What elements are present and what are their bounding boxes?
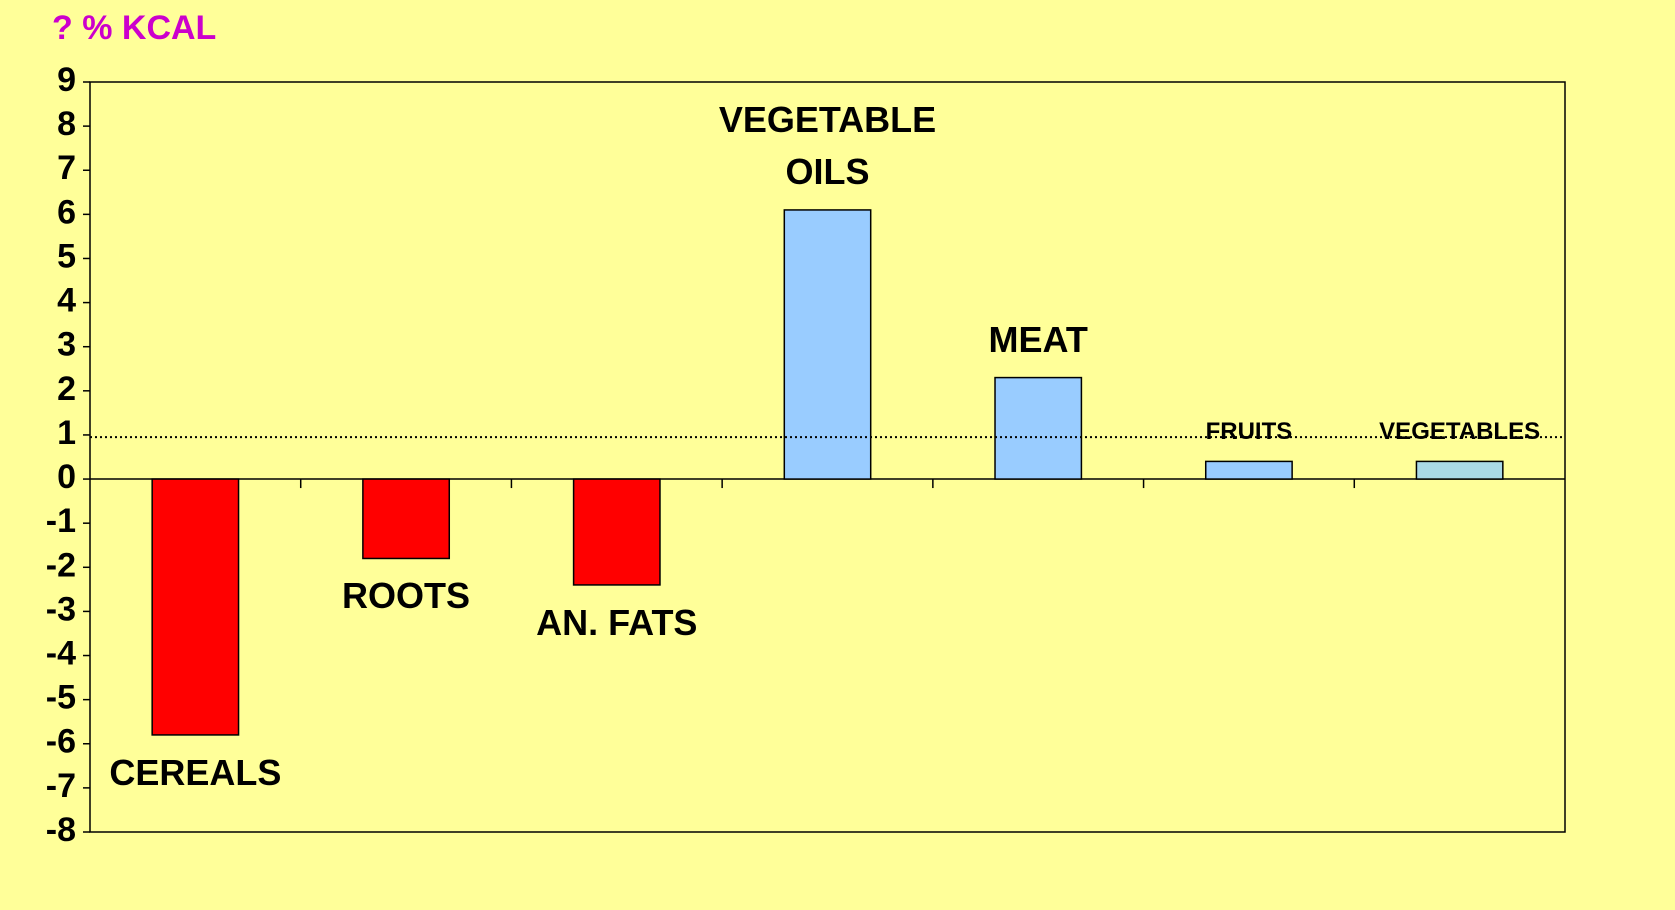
y-tick-label: 7 [57,149,76,187]
category-label: CEREALS [109,751,282,793]
category-label: MEAT [988,318,1088,360]
bar [783,209,872,480]
y-tick-label: -4 [46,635,76,673]
category-label: VEGETABLES [1379,418,1541,446]
y-tick-label: 0 [57,458,76,496]
y-tick-label: -1 [46,502,76,540]
y-tick-label: 3 [57,326,76,364]
bar [151,478,240,736]
y-tick-label: 8 [57,105,76,143]
bar [572,478,661,586]
chart-title: ? % KCAL [52,9,216,47]
y-tick-label: 5 [57,237,76,275]
y-tick-label: 9 [57,61,76,99]
category-label: AN. FATS [536,601,698,643]
plot-area [89,81,1566,833]
y-tick-label: 6 [57,193,76,231]
bar [1415,460,1504,480]
y-tick-label: -6 [46,723,76,761]
category-label: ROOTS [342,575,471,617]
y-tick-label: 1 [57,414,76,452]
y-tick-label: -3 [46,590,76,628]
y-tick-label: -5 [46,679,76,717]
bar [362,478,451,560]
category-label: VEGETABLE OILS [718,98,937,192]
bar [1204,460,1293,480]
y-tick-label: 4 [57,282,76,320]
y-tick-label: -7 [46,767,76,805]
bar [994,376,1083,480]
category-label: FRUITS [1205,418,1293,446]
y-tick-label: -8 [46,811,76,849]
y-tick-label: -2 [46,546,76,584]
y-tick-label: 2 [57,370,76,408]
